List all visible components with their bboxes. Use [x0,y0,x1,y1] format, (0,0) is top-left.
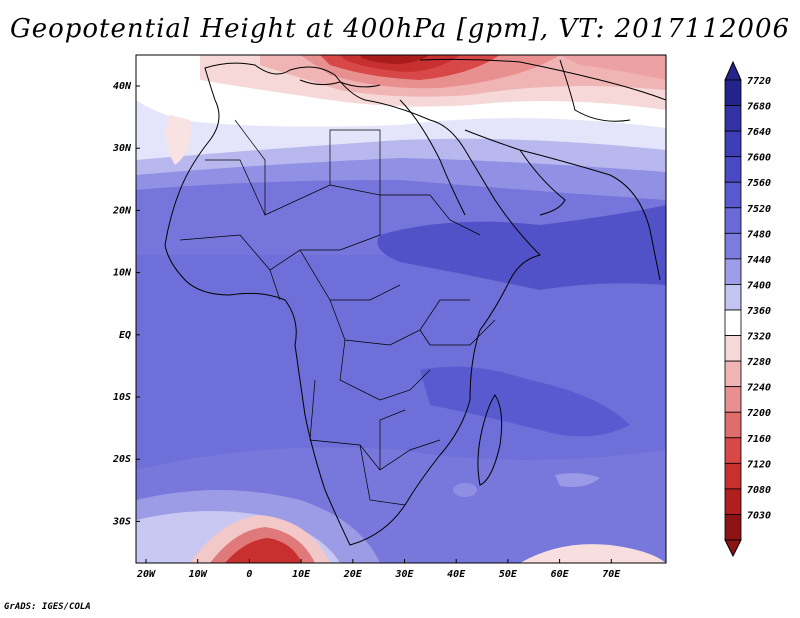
grads-credit: GrADS: IGES/COLA [4,602,91,612]
colorbar-label: 7440 [747,255,771,266]
colorbar-swatch [724,105,742,132]
colorbar-label: 7640 [747,127,771,138]
lat-label-eq: EQ [119,330,131,341]
colorbar-label: 7720 [747,76,771,87]
colorbar-label: 7560 [747,178,771,189]
colorbar-swatch [724,335,742,362]
colorbar-label: 7030 [747,510,771,521]
lon-label-20w: 20W [136,569,156,580]
map-frame [135,54,667,564]
lat-label-40n: 40N [113,81,132,92]
borders [179,119,496,506]
lat-label-10s: 10S [113,392,131,403]
colorbar-swatch [724,284,742,311]
colorbar-label: 7480 [747,229,771,240]
colorbar-label: 7680 [747,102,771,113]
lon-label-20e: 20E [343,569,363,580]
colorbar-top-arrow [724,60,742,81]
lat-label-20s: 20S [112,454,131,465]
lon-label-30e: 30E [394,569,414,580]
lat-label-30n: 30N [112,143,132,154]
colorbar-swatch [724,79,742,106]
latitude-ticks [136,85,140,522]
colorbar-swatch [724,488,742,515]
colorbar-swatch [724,514,742,541]
colorbar-label: 7280 [747,357,771,368]
colorbar-label: 7320 [747,332,771,343]
lon-label-40e: 40E [447,569,466,580]
colorbar-label: 7520 [747,204,771,215]
lon-label-10e: 10E [292,569,311,580]
colorbar-swatch [724,181,742,209]
colorbar-label: 7600 [747,153,771,164]
map-title: Geopotential Height at 400hPa [gpm], VT:… [9,14,791,44]
colorbar-swatch [724,360,742,388]
colorbar-swatch [724,156,742,183]
height-field [136,55,666,563]
longitude-labels: 20W 10W 0 10E 20E 30E 40E 50E 60E 70E [136,569,621,580]
colorbar-bottom-arrow [724,539,742,558]
colorbar-label: 7200 [747,408,771,419]
colorbar-label: 7360 [747,306,771,317]
colorbar-swatch [724,437,742,464]
lon-label-0: 0 [246,569,252,580]
latitude-labels: 40N 30N 20N 10N EQ 10S 20S 30S [112,81,132,527]
colorbar-swatch [724,411,742,439]
colorbar-label: 7400 [747,280,771,291]
lat-label-10n: 10N [113,268,132,279]
colorbar-swatch [724,258,742,285]
lon-label-50e: 50E [499,569,518,580]
colorbar-swatch [724,232,742,260]
lat-label-30s: 30S [112,516,131,527]
colorbar-swatch [724,462,742,490]
lon-label-70e: 70E [602,569,621,580]
colorbar-label: 7240 [747,383,771,394]
colorbar-swatch [724,309,742,336]
colorbar-label: 7120 [747,459,771,470]
colorbar-label: 7080 [747,485,771,496]
colorbar-swatch [724,207,742,234]
coastlines [164,58,666,546]
lon-label-10w: 10W [189,569,208,580]
colorbar: 7720 7680 7640 7600 7560 7520 7480 7440 7400 7360… [724,60,771,558]
colorbar-swatch [724,386,742,413]
colorbar-swatch [724,130,742,158]
colorbar-label: 7160 [747,434,771,445]
longitude-ticks [145,559,612,563]
lat-label-20n: 20N [112,205,132,216]
lon-label-60e: 60E [551,569,570,580]
